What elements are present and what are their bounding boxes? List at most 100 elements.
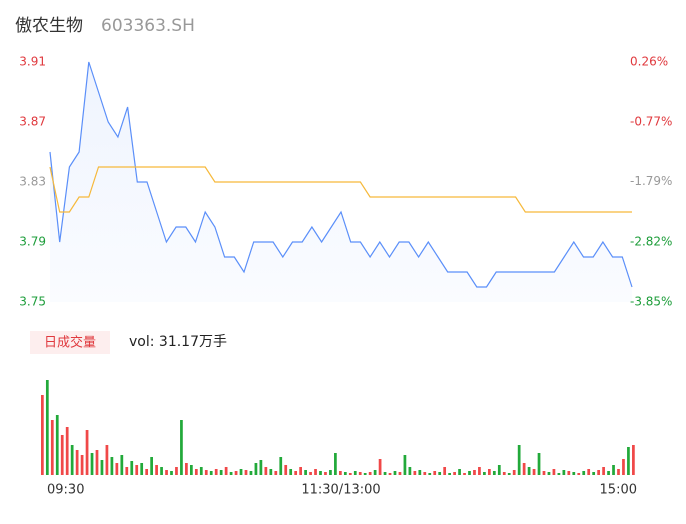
volume-bar (299, 467, 302, 475)
volume-bar (95, 450, 99, 475)
volume-bar (358, 472, 362, 475)
volume-bar (547, 472, 551, 475)
y2-tick-label: -0.77% (630, 115, 672, 129)
volume-bar (329, 470, 332, 475)
volume-bar (140, 463, 144, 475)
volume-bar (468, 471, 471, 475)
volume-bar (334, 453, 337, 475)
volume-bar (343, 472, 347, 475)
x-tick-label: 09:30 (47, 483, 84, 498)
volume-bar (264, 467, 268, 475)
volume-bar (289, 469, 293, 475)
volume-bar (423, 472, 427, 475)
volume-bar (194, 469, 198, 475)
volume-bar (622, 459, 625, 475)
volume-bar (562, 470, 566, 475)
volume-bar (453, 472, 456, 475)
volume-bar (115, 463, 119, 475)
volume-legend: 日成交量 (44, 335, 96, 351)
volume-bar (552, 469, 556, 475)
volume-bar (309, 472, 312, 475)
volume-bar (463, 473, 466, 475)
volume-bar (165, 470, 168, 475)
x-tick-label: 11:30/13:00 (301, 483, 380, 498)
volume-bar (45, 380, 49, 475)
y2-tick-label: -2.82% (630, 234, 672, 248)
volume-bar (517, 445, 521, 475)
volume-bar (363, 473, 367, 475)
volume-bar (592, 472, 596, 475)
volume-bar (418, 470, 422, 475)
volume-bar (284, 465, 288, 475)
volume-bar (135, 465, 139, 475)
volume-bar (185, 463, 188, 475)
volume-bar (180, 420, 183, 475)
volume-legend-box (30, 331, 110, 354)
stock-code: 603363.SH (101, 16, 195, 36)
volume-bar (438, 472, 442, 475)
y2-tick-label: -3.85% (630, 295, 672, 309)
volume-bar (120, 455, 124, 475)
volume-bar (627, 447, 630, 475)
y2-tick-label: 0.26% (630, 55, 668, 69)
volume-bar (353, 471, 357, 475)
y-tick-label: 3.91 (19, 55, 46, 69)
volume-bar (383, 472, 387, 475)
volume-bar (532, 469, 536, 475)
volume-bar (229, 472, 233, 475)
volume-bar (478, 467, 481, 475)
volume-bar (259, 460, 263, 475)
volume-bar (572, 472, 576, 475)
volume-bar (75, 450, 79, 475)
volume-bar (65, 427, 69, 475)
volume-bar (607, 471, 610, 475)
volume-bar (458, 469, 461, 475)
volume-bar (398, 472, 402, 475)
volume-bar (338, 471, 342, 475)
volume-bar (433, 471, 437, 475)
volume-bar (40, 395, 44, 475)
volume-bar (60, 435, 64, 475)
volume-bar (378, 459, 382, 475)
volume-bar (244, 470, 248, 475)
volume-bar (403, 455, 407, 475)
volume-bar (304, 470, 307, 475)
volume-bar (199, 467, 203, 475)
volume-bar (587, 469, 591, 475)
volume-bar (497, 465, 501, 475)
volume-bar (209, 471, 213, 475)
y-tick-label: 3.83 (19, 175, 46, 189)
volume-bar (70, 445, 74, 475)
volume-bar (483, 472, 486, 475)
volume-bar (204, 470, 208, 475)
volume-bar (294, 471, 298, 475)
volume-bar (612, 465, 615, 475)
volume-bar (348, 473, 352, 475)
volume-bar (368, 472, 372, 475)
volume-bar (269, 469, 273, 475)
volume-total: vol: 31.17万手 (129, 334, 227, 350)
volume-bar (597, 470, 600, 475)
volume-bar (145, 469, 149, 475)
volume-bar (279, 457, 283, 475)
volume-bar (448, 473, 451, 475)
volume-bar (324, 472, 327, 475)
volume-bar (224, 467, 228, 475)
volume-bar (274, 471, 278, 475)
volume-bar (219, 470, 223, 475)
volume-bar (239, 469, 243, 475)
volume-bar (473, 470, 476, 475)
volume-bar (393, 471, 397, 475)
volume-bar (100, 460, 104, 475)
volume-bar (443, 467, 447, 475)
volume-bar (507, 473, 511, 475)
volume-bar (90, 453, 94, 475)
volume-bar (150, 457, 153, 475)
y-tick-label: 3.75 (19, 295, 46, 309)
volume-bar (130, 461, 134, 475)
volume-bar (617, 469, 620, 475)
average-line (49, 166, 632, 213)
volume-bar (632, 445, 635, 475)
volume-bar (189, 465, 193, 475)
